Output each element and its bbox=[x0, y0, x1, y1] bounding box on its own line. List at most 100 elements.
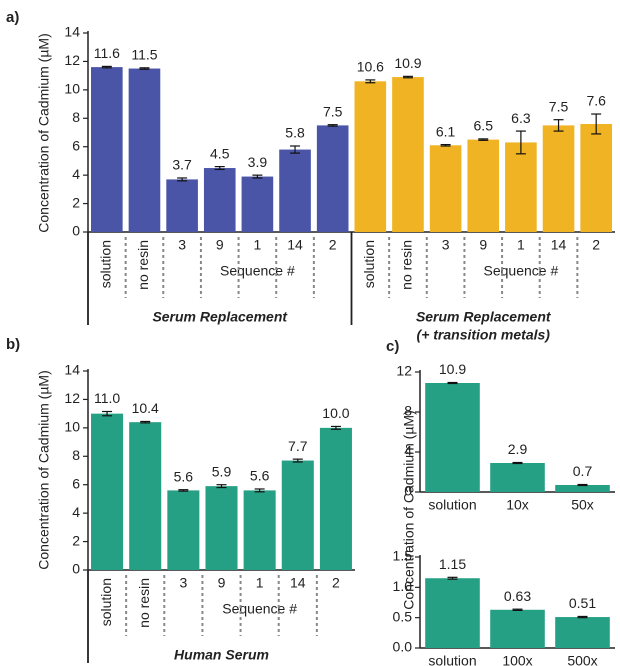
y-tick-label: 6 bbox=[72, 475, 80, 491]
group-name: Human Serum bbox=[174, 647, 269, 663]
y-tick-label: 4 bbox=[72, 166, 80, 182]
error-bar bbox=[330, 425, 341, 430]
bar bbox=[555, 485, 610, 492]
x-tick-label: no resin bbox=[135, 240, 151, 290]
x-tick-label: 14 bbox=[287, 237, 303, 253]
bar bbox=[243, 490, 276, 570]
value-label: 5.6 bbox=[174, 468, 194, 484]
value-label: 0.51 bbox=[569, 595, 596, 611]
y-tick-label: 2 bbox=[72, 194, 80, 210]
y-tick-label: 4 bbox=[72, 504, 80, 520]
x-tick-label: 9 bbox=[218, 575, 226, 591]
value-label: 4.5 bbox=[210, 145, 230, 161]
bar bbox=[316, 125, 349, 232]
axis-subtitle: Sequence # bbox=[222, 601, 297, 617]
y-tick-label: 10 bbox=[64, 419, 80, 435]
bar bbox=[241, 176, 274, 232]
x-tick-label: 3 bbox=[442, 237, 450, 253]
value-label: 10.9 bbox=[394, 55, 421, 71]
y-tick-label: 14 bbox=[64, 24, 80, 40]
error-bar bbox=[512, 608, 523, 611]
x-tick-label: 100x bbox=[502, 653, 532, 666]
x-tick-label: solution bbox=[98, 578, 114, 626]
x-tick-label: solution bbox=[361, 240, 377, 288]
value-label: 10.9 bbox=[439, 361, 466, 377]
error-bar bbox=[327, 124, 338, 127]
y-tick-label: 0 bbox=[404, 483, 412, 499]
y-tick-label: 0 bbox=[72, 561, 80, 577]
y-tick-label: 0.0 bbox=[393, 639, 413, 655]
bar bbox=[166, 179, 198, 232]
y-tick-label: 6 bbox=[72, 137, 80, 153]
value-label: 7.5 bbox=[549, 98, 569, 114]
y-tick-label: 14 bbox=[64, 362, 80, 378]
error-bar bbox=[447, 381, 458, 385]
value-label: 5.9 bbox=[212, 463, 232, 479]
y-axis-label: Concentration of Cadmium (µM) bbox=[36, 370, 52, 569]
error-bar bbox=[102, 410, 113, 417]
bar bbox=[490, 609, 545, 648]
bar bbox=[205, 486, 238, 570]
error-bar bbox=[591, 113, 602, 135]
error-bar bbox=[254, 488, 265, 493]
value-label: 6.5 bbox=[474, 118, 494, 134]
value-label: 3.9 bbox=[248, 154, 268, 170]
x-tick-label: 500x bbox=[567, 653, 597, 666]
x-tick-label: 1 bbox=[517, 237, 525, 253]
bar bbox=[490, 463, 545, 492]
value-label: 10.6 bbox=[357, 59, 384, 75]
y-tick-label: 4 bbox=[404, 443, 412, 459]
error-bar bbox=[447, 576, 458, 580]
error-bar bbox=[440, 143, 451, 147]
group-name: Serum Replacement bbox=[152, 309, 288, 325]
bar bbox=[542, 125, 575, 232]
bar bbox=[281, 460, 314, 570]
x-tick-label: 1 bbox=[256, 575, 264, 591]
value-label: 5.6 bbox=[250, 468, 270, 484]
bar bbox=[580, 123, 612, 232]
axis-subtitle: Sequence # bbox=[484, 263, 559, 279]
x-tick-label: 3 bbox=[179, 575, 187, 591]
bar bbox=[467, 139, 500, 232]
error-bar bbox=[402, 75, 413, 79]
error-bar bbox=[177, 177, 188, 182]
y-tick-label: 12 bbox=[396, 363, 412, 379]
value-label: 0.7 bbox=[573, 463, 593, 479]
error-bar bbox=[512, 461, 523, 465]
x-tick-label: 2 bbox=[332, 575, 340, 591]
value-label: 7.7 bbox=[288, 438, 308, 454]
error-bar bbox=[252, 174, 263, 179]
value-label: 10.4 bbox=[132, 400, 159, 416]
panel-label: c) bbox=[386, 338, 399, 355]
bar bbox=[425, 383, 480, 492]
y-tick-label: 0 bbox=[72, 223, 80, 239]
x-tick-label: no resin bbox=[136, 578, 152, 628]
bar bbox=[203, 168, 236, 232]
value-label: 6.3 bbox=[511, 110, 531, 126]
value-label: 0.63 bbox=[504, 588, 531, 604]
x-tick-label: 14 bbox=[290, 575, 306, 591]
x-tick-label: 9 bbox=[479, 237, 487, 253]
value-label: 7.6 bbox=[586, 93, 606, 109]
y-tick-label: 10 bbox=[64, 81, 80, 97]
x-tick-label: solution bbox=[428, 497, 476, 513]
y-tick-label: 8 bbox=[72, 447, 80, 463]
bar bbox=[555, 617, 610, 648]
bar bbox=[91, 413, 124, 570]
value-label: 6.1 bbox=[436, 123, 456, 139]
group-name: (+ transition metals) bbox=[417, 327, 551, 343]
error-bar bbox=[139, 67, 150, 70]
bar bbox=[129, 422, 162, 570]
y-tick-label: 8 bbox=[404, 403, 412, 419]
y-tick-label: 0.5 bbox=[393, 608, 413, 624]
bar bbox=[279, 149, 311, 232]
value-label: 11.0 bbox=[94, 390, 120, 406]
error-bar bbox=[101, 65, 112, 69]
error-bar bbox=[292, 458, 303, 463]
error-bar bbox=[478, 138, 489, 141]
error-bar bbox=[140, 420, 151, 424]
error-bar bbox=[553, 119, 564, 132]
error-bar bbox=[216, 484, 227, 489]
value-label: 7.5 bbox=[323, 103, 343, 119]
